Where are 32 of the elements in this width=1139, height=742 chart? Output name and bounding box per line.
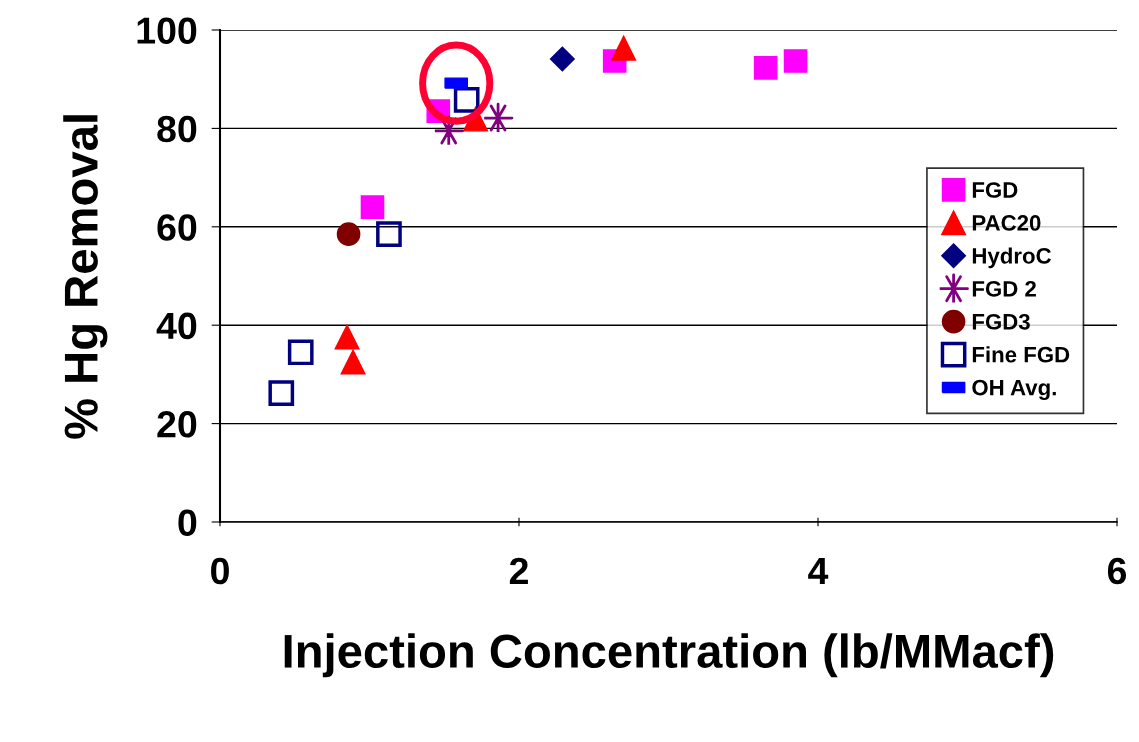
legend-label: Fine FGD — [972, 346, 1070, 363]
point — [482, 102, 514, 134]
legend-label: HydroC — [972, 247, 1052, 269]
point — [783, 49, 808, 73]
point — [376, 221, 402, 248]
point — [611, 35, 637, 61]
legend-label: FGD — [972, 182, 1018, 198]
x-tick-label: 2 — [509, 557, 528, 584]
point — [549, 46, 575, 72]
legend-label: FGD3 — [972, 313, 1030, 330]
y-tick-label: 40 — [156, 312, 197, 340]
y-tick-label: 60 — [157, 214, 197, 241]
legend-label: FGD 2 — [972, 280, 1036, 297]
point — [753, 56, 778, 80]
point — [336, 222, 361, 246]
point — [340, 349, 366, 375]
x-tick-label: 4 — [808, 558, 829, 584]
y-axis-title: % Hg Removal — [63, 115, 108, 439]
x-tick-label: 6 — [1107, 557, 1127, 585]
x-tick-label: 0 — [211, 557, 229, 585]
y-tick-label: 80 — [157, 115, 197, 143]
y-tick-label: 0 — [178, 509, 197, 536]
y-tick-label: 20 — [157, 411, 197, 438]
point — [268, 380, 295, 406]
point — [453, 87, 480, 113]
y-tick-label: 100 — [137, 17, 197, 44]
point — [360, 195, 385, 219]
legend-label: PAC20 — [972, 215, 1041, 231]
x-axis-title: Injection Concentration (lb/MMacf) — [284, 633, 1054, 678]
point — [334, 324, 360, 350]
point — [287, 339, 314, 366]
legend-label: OH Avg. — [972, 379, 1056, 400]
